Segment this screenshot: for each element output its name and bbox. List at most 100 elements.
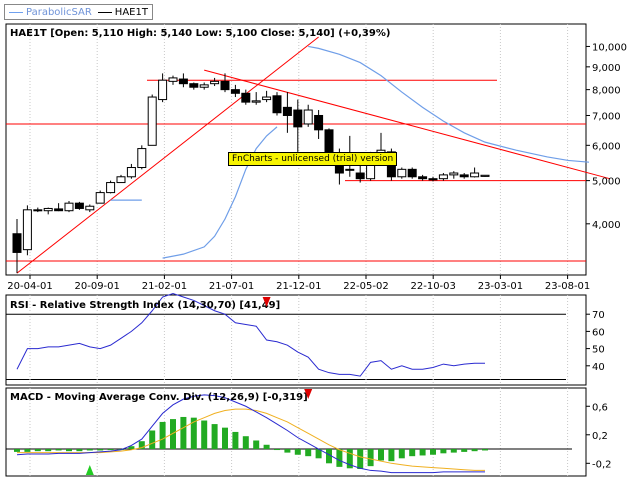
macd-y-tick-label: 0,6: [592, 402, 608, 413]
candle-body: [345, 168, 355, 171]
price-y-tick-label: 9,000: [592, 63, 621, 74]
candle-body: [158, 79, 168, 101]
macd-histogram-bar: [34, 449, 41, 452]
macd-panel-header: MACD - Moving Average Conv. Div. (12,26,…: [10, 392, 308, 403]
price-date-label: 21-07-01: [209, 281, 254, 292]
candle-body: [418, 176, 428, 180]
candle-body: [106, 182, 116, 194]
macd-histogram-bar: [315, 449, 322, 459]
candle-body: [459, 174, 469, 178]
candle-body: [22, 209, 32, 251]
price-y-tick-label: 7,000: [592, 111, 621, 122]
price-trendline: [16, 36, 319, 274]
candle-body: [407, 168, 417, 178]
candle-body: [272, 95, 282, 114]
price-date-label: 20-09-01: [75, 281, 120, 292]
rsi-guides: [6, 313, 566, 381]
price-panel-header: HAE1T [Open: 5,110 High: 5,140 Low: 5,10…: [10, 28, 390, 39]
candle-body: [251, 100, 261, 103]
macd-histogram-bar: [346, 449, 353, 469]
candle-body: [314, 114, 324, 131]
macd-histogram-bar: [388, 449, 395, 462]
candle-body: [220, 80, 230, 91]
candle-body: [64, 202, 74, 212]
price-panel-frame: [5, 23, 587, 276]
price-y-tick-label: 6,000: [592, 141, 621, 152]
macd-histogram-bar: [97, 449, 104, 451]
macd-histogram-bar: [378, 449, 384, 461]
candle-body: [85, 205, 95, 211]
macd-histogram-bar: [336, 449, 343, 467]
candle-body: [116, 176, 126, 184]
macd-histogram-bar: [461, 449, 468, 452]
macd-histogram-bar: [419, 449, 426, 456]
macd-histogram-bar: [430, 449, 436, 455]
candle-body: [230, 89, 240, 94]
macd-histogram-bar: [242, 436, 249, 450]
rsi-gridlines: [29, 295, 569, 385]
legend-swatch-symbol: [97, 11, 112, 13]
price-date-label: 20-04-01: [7, 281, 52, 292]
candle-body: [12, 233, 22, 253]
price-date-label: 23-08-01: [545, 281, 590, 292]
macd-down-marker: [304, 389, 313, 399]
legend-swatch-sar: [9, 11, 23, 13]
candle-body: [189, 83, 199, 88]
macd-histogram-bar: [482, 449, 488, 451]
macd-y-ticks: 0,6 0,2 -0,2: [586, 402, 612, 470]
candle-body: [241, 92, 251, 103]
parabolic-sar-series: [110, 45, 590, 259]
macd-histogram-bar: [159, 421, 166, 450]
macd-histogram-bar: [66, 449, 72, 452]
candle-body: [303, 109, 313, 125]
price-date-ticks: 20-04-01 20-09-01 21-02-01 21-07-01 21-12-01…: [7, 275, 590, 292]
candle-body: [355, 172, 365, 180]
price-trendline: [204, 69, 610, 180]
rsi-y-tick-label: 40: [592, 362, 605, 373]
macd-histogram-bar: [326, 449, 332, 464]
sar-segment: [162, 126, 278, 259]
macd-histogram-bar: [398, 449, 405, 459]
macd-y-tick-label: 0,2: [592, 431, 608, 442]
macd-histogram-bar: [128, 446, 135, 450]
price-y-tick-label: 8,000: [592, 86, 621, 97]
macd-histogram-bar: [440, 449, 447, 454]
candle-body: [74, 202, 84, 209]
candle-body: [126, 167, 136, 178]
price-y-tick-label: 5,000: [592, 177, 621, 188]
macd-histogram-bar: [409, 449, 416, 457]
macd-histogram-bar: [14, 449, 20, 452]
macd-histogram-bar: [149, 430, 156, 450]
candle-body: [470, 172, 480, 178]
candle-body: [33, 209, 43, 212]
legend-label-sar: ParabolicSAR: [26, 6, 92, 18]
macd-histogram-bar: [86, 449, 93, 451]
macd-histogram-bar: [450, 449, 457, 453]
candle-body: [43, 207, 53, 212]
candle-body: [428, 178, 438, 181]
candle-body: [262, 96, 272, 101]
candle-body: [210, 80, 220, 85]
macd-histogram-bar: [190, 417, 197, 450]
rsi-y-tick-label: 70: [592, 310, 605, 321]
macd-histogram-bar: [76, 449, 83, 452]
candle-body: [438, 174, 448, 180]
macd-histogram-bar: [367, 449, 374, 467]
macd-histogram-bar: [201, 420, 208, 450]
candle-body: [449, 172, 459, 176]
candle-body: [293, 109, 303, 128]
trial-watermark: FnCharts - unlicensed (trial) version: [228, 152, 398, 166]
candle-body: [168, 77, 178, 82]
sar-segment: [308, 45, 590, 163]
macd-histogram-bar: [45, 449, 52, 452]
candle-body: [480, 174, 490, 177]
macd-histogram-bar: [170, 419, 176, 450]
macd-histogram-bar: [180, 416, 187, 450]
price-y-ticks: 10,000 9,000 8,000 7,000 6,000 5,000 4,000: [586, 42, 627, 231]
candle-body: [137, 148, 147, 169]
price-y-tick-label: 10,000: [592, 42, 627, 53]
candle-body: [178, 78, 188, 85]
macd-histogram: [14, 416, 488, 470]
price-date-label: 21-12-01: [276, 281, 321, 292]
candle-body: [397, 168, 407, 178]
